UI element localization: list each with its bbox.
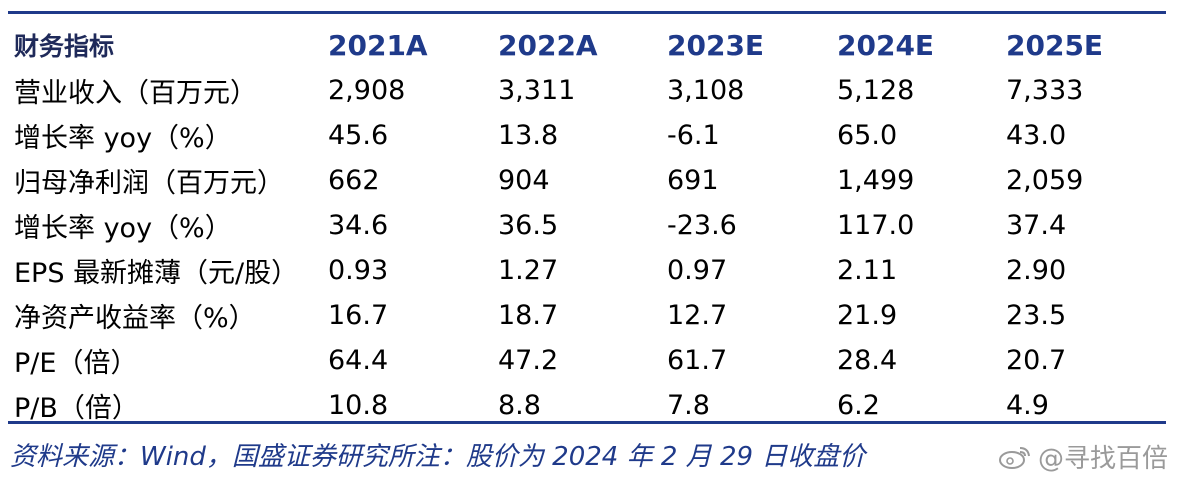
row-label: EPS 最新摊薄（元/股） [14,258,299,289]
weibo-icon [998,446,1030,469]
table-cell: 64.4 [328,345,389,376]
header-label: 财务指标 [14,32,115,61]
table-cell: 61.7 [667,345,728,376]
table-cell: 1,499 [837,165,915,196]
header-year: 2023E [667,28,765,62]
table-cell: 117.0 [837,210,915,241]
header-year: 2021A [328,28,428,62]
table-cell: 8.8 [498,390,541,421]
row-label: 增长率 yoy（%） [14,123,232,154]
header-year: 2024E [837,28,935,62]
table-cell: 2.11 [837,255,898,286]
table-cell: 7.8 [667,390,710,421]
table-cell: 6.2 [837,390,880,421]
table-cell: 37.4 [1006,210,1067,241]
table-cell: 2,908 [328,75,406,106]
watermark: @寻找百倍 [998,438,1168,475]
table-cell: 2,059 [1006,165,1084,196]
table-cell: 1.27 [498,255,559,286]
table-cell: 3,311 [498,75,576,106]
source-footnote: 资料来源：Wind，国盛证券研究所注：股价为 2024 年 2 月 29 日收盘… [10,442,866,472]
row-label: 净资产收益率（%） [14,303,256,334]
table-header-row: 财务指标 2021A 2022A 2023E 2024E 2025E [14,22,1166,68]
table-cell: 65.0 [837,120,898,151]
table-cell: 2.90 [1006,255,1067,286]
header-year: 2025E [1006,28,1104,62]
table-row: 营业收入（百万元） 2,908 3,311 3,108 5,128 7,333 [14,68,1166,113]
row-label: 营业收入（百万元） [14,78,257,109]
table-cell: 0.93 [328,255,389,286]
table-row: 增长率 yoy（%） 45.6 13.8 -6.1 65.0 43.0 [14,113,1166,158]
table-row: P/B（倍） 10.8 8.8 7.8 6.2 4.9 [14,383,1166,428]
table-cell: -6.1 [667,120,720,151]
table-cell: 4.9 [1006,390,1049,421]
table-cell: 18.7 [498,300,559,331]
table-cell: 47.2 [498,345,559,376]
table-row: 归母净利润（百万元） 662 904 691 1,499 2,059 [14,158,1166,203]
row-label: 归母净利润（百万元） [14,168,284,199]
table-cell: 43.0 [1006,120,1067,151]
table-cell: 20.7 [1006,345,1067,376]
watermark-text: @寻找百倍 [1037,444,1168,474]
table-cell: 36.5 [498,210,559,241]
table-row: 净资产收益率（%） 16.7 18.7 12.7 21.9 23.5 [14,293,1166,338]
table-cell: 5,128 [837,75,915,106]
table-cell: 34.6 [328,210,389,241]
table-cell: -23.6 [667,210,737,241]
table-cell: 0.97 [667,255,728,286]
row-label: P/E（倍） [14,348,138,379]
table-cell: 10.8 [328,390,389,421]
table-cell: 3,108 [667,75,745,106]
table-cell: 23.5 [1006,300,1067,331]
table-cell: 662 [328,165,380,196]
header-year: 2022A [498,28,598,62]
table-cell: 904 [498,165,550,196]
row-label: 增长率 yoy（%） [14,213,232,244]
table-row: 增长率 yoy（%） 34.6 36.5 -23.6 117.0 37.4 [14,203,1166,248]
table-row: P/E（倍） 64.4 47.2 61.7 28.4 20.7 [14,338,1166,383]
table-cell: 691 [667,165,719,196]
table-cell: 7,333 [1006,75,1084,106]
table-row: EPS 最新摊薄（元/股） 0.93 1.27 0.97 2.11 2.90 [14,248,1166,293]
table-cell: 13.8 [498,120,559,151]
table-cell: 16.7 [328,300,389,331]
financial-table: 财务指标 2021A 2022A 2023E 2024E 2025E 营业收入（… [14,22,1166,428]
table-cell: 12.7 [667,300,728,331]
table-bottom-rule [8,421,1166,424]
table-cell: 21.9 [837,300,898,331]
table-top-rule [8,11,1166,14]
row-label: P/B（倍） [14,393,139,424]
table-cell: 45.6 [328,120,389,151]
table-cell: 28.4 [837,345,898,376]
